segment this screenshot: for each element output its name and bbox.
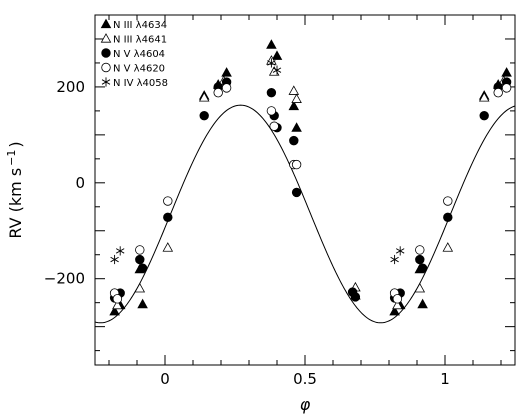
data-point-triangle-open	[291, 93, 302, 103]
data-point-triangle-open	[162, 242, 174, 252]
data-point-triangle-filled	[221, 67, 232, 77]
data-point-triangle-open	[112, 299, 123, 310]
data-point-circle-open	[221, 83, 232, 93]
y-axis-label: RV (km s −1)	[5, 141, 25, 238]
data-point-triangle-filled	[109, 305, 120, 316]
data-point-triangle-filled	[417, 298, 428, 309]
data-point-circle-filled	[137, 263, 148, 273]
asterisk-stroke	[101, 79, 111, 85]
data-point-circle-open	[135, 245, 145, 255]
legend-marker-triangle-open	[100, 33, 112, 43]
data-point-circle-filled	[266, 87, 277, 98]
data-point-circle-open	[501, 83, 512, 93]
asterisk-stroke	[267, 60, 276, 66]
data-point-triangle-open	[134, 282, 146, 293]
data-point-circle-open	[392, 294, 403, 304]
data-point-circle-open	[163, 196, 173, 206]
data-point-circle-filled	[479, 110, 489, 121]
x-tick-label: 1	[440, 370, 450, 388]
legend-marker-circle-filled	[101, 48, 111, 58]
data-point-circle-open	[112, 294, 123, 304]
rv-model-curve	[94, 104, 516, 324]
data-point-asterisk	[395, 246, 405, 256]
data-point-asterisk	[272, 65, 282, 75]
legend-label: N III λ4641	[113, 35, 167, 46]
y-tick-label: 200	[56, 78, 85, 96]
data-points	[109, 39, 512, 316]
data-point-triangle-open	[414, 282, 426, 293]
data-point-triangle-filled	[266, 39, 277, 49]
data-point-circle-open	[415, 245, 425, 255]
asterisk-stroke	[272, 67, 282, 73]
data-point-circle-filled	[415, 254, 425, 265]
x-tick-label: 0	[160, 370, 170, 388]
data-point-triangle-open	[288, 85, 300, 95]
data-point-triangle-open	[268, 66, 280, 76]
y-tick-label: 0	[75, 174, 85, 192]
legend-label: N V λ4620	[113, 64, 165, 75]
data-point-triangle-open	[198, 92, 210, 102]
data-point-triangle-filled	[271, 50, 283, 60]
y-tick-label: −200	[44, 270, 85, 288]
axis-ticks	[95, 14, 515, 365]
data-point-triangle-filled	[501, 67, 512, 77]
data-point-circle-filled	[135, 254, 145, 265]
data-point-asterisk	[110, 254, 119, 265]
asterisk-stroke	[390, 256, 399, 263]
y-axis-label-unit-exponent: −1	[5, 150, 18, 166]
data-point-circle-filled	[443, 212, 453, 223]
data-point-circle-open	[443, 196, 453, 206]
data-point-circle-filled	[199, 110, 209, 121]
y-axis-label-close: )	[6, 141, 25, 147]
data-point-triangle-filled	[137, 298, 148, 309]
data-point-triangle-open	[478, 92, 490, 102]
asterisk-stroke	[395, 248, 405, 254]
y-axis-label-main: RV (km s	[6, 168, 25, 239]
data-point-triangle-open	[392, 299, 403, 310]
data-point-circle-open	[269, 121, 279, 131]
data-point-circle-filled	[417, 263, 428, 273]
legend-label: N V λ4604	[113, 49, 165, 60]
asterisk-stroke	[110, 256, 119, 263]
data-point-triangle-filled	[288, 100, 300, 111]
legend-marker-triangle-filled	[100, 18, 112, 29]
data-point-circle-filled	[163, 212, 173, 223]
asterisk-stroke	[115, 248, 125, 254]
legend-label: N III λ4634	[113, 20, 167, 31]
axis-tick-labels: 0 0.5 1 −200 0 200	[44, 78, 450, 388]
data-point-circle-open	[213, 87, 223, 98]
legend-marker-asterisk	[101, 77, 111, 87]
data-point-circle-open	[266, 106, 277, 116]
data-point-triangle-open	[442, 242, 454, 252]
data-point-asterisk	[115, 246, 125, 256]
legend-marker-circle-open	[101, 62, 111, 73]
data-point-triangle-filled	[291, 122, 302, 132]
x-axis-label: φ	[300, 395, 311, 414]
legend: N III λ4634 N III λ4641 N V λ4604 N V λ4620…	[100, 18, 168, 89]
data-point-asterisk	[267, 58, 276, 68]
data-point-triangle-filled	[389, 305, 400, 316]
data-point-circle-filled	[289, 135, 299, 146]
x-tick-label: 0.5	[293, 370, 317, 388]
data-point-circle-filled	[291, 187, 302, 198]
data-point-circle-filled	[350, 292, 361, 302]
data-point-circle-open	[493, 87, 503, 98]
data-point-asterisk	[390, 254, 399, 265]
data-point-circle-open	[291, 159, 302, 170]
legend-label: N IV λ4058	[113, 78, 168, 89]
